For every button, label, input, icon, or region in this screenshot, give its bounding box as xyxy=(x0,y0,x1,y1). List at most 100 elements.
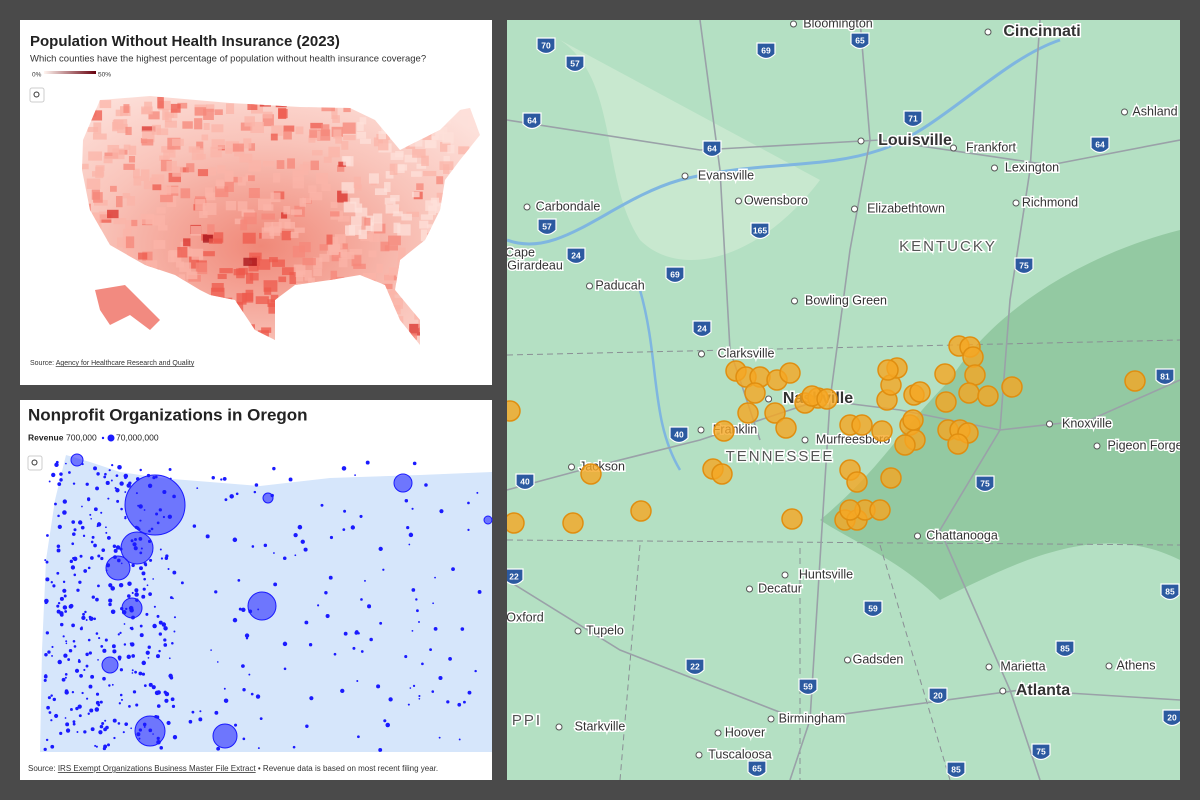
county xyxy=(304,270,312,281)
org-dot xyxy=(70,565,76,570)
org-dot xyxy=(131,654,135,658)
county xyxy=(374,188,388,196)
org-dot xyxy=(139,633,144,638)
org-dot xyxy=(44,601,48,605)
county xyxy=(258,198,272,211)
marker[interactable] xyxy=(935,391,957,413)
marker[interactable] xyxy=(839,499,861,521)
place-label: Girardeau xyxy=(507,258,563,272)
county xyxy=(278,107,287,120)
org-dot xyxy=(113,736,116,740)
county xyxy=(368,173,379,184)
marker[interactable] xyxy=(630,500,652,522)
marker[interactable] xyxy=(894,434,916,456)
interstate-shield xyxy=(756,42,776,60)
marker[interactable] xyxy=(580,463,602,485)
county xyxy=(273,173,281,183)
org-dot xyxy=(61,677,66,682)
org-dot xyxy=(154,475,158,479)
marker[interactable] xyxy=(1124,370,1146,392)
org-dot xyxy=(365,460,370,465)
org-dot xyxy=(167,514,173,519)
org-dot xyxy=(118,702,121,705)
marker[interactable] xyxy=(779,362,801,384)
org-dot xyxy=(446,700,450,704)
marker[interactable] xyxy=(877,359,899,381)
marker[interactable] xyxy=(909,381,931,403)
org-dot xyxy=(83,668,86,672)
org-dot xyxy=(409,687,412,689)
county xyxy=(268,303,278,314)
marker[interactable] xyxy=(869,499,891,521)
marker[interactable] xyxy=(775,417,797,439)
county xyxy=(165,113,172,123)
county xyxy=(237,176,246,186)
county xyxy=(319,253,330,262)
county xyxy=(359,117,367,125)
county xyxy=(353,176,361,189)
org-dot xyxy=(64,673,68,676)
marker[interactable] xyxy=(964,364,986,386)
marker[interactable] xyxy=(902,409,924,431)
county xyxy=(311,150,323,156)
county xyxy=(219,268,233,274)
org-dot xyxy=(62,510,67,515)
org-dot xyxy=(65,642,68,645)
org-dot xyxy=(102,676,106,681)
org-bubble xyxy=(105,555,131,581)
county xyxy=(217,273,227,280)
marker[interactable] xyxy=(816,388,838,410)
source-link[interactable]: IRS Exempt Organizations Business Master… xyxy=(58,764,257,773)
marker[interactable] xyxy=(500,400,521,422)
marker[interactable] xyxy=(947,433,969,455)
county xyxy=(237,201,248,212)
county xyxy=(321,184,331,192)
org-dot xyxy=(120,698,123,701)
county xyxy=(142,130,155,143)
marker[interactable] xyxy=(744,382,766,404)
org-dot xyxy=(135,598,139,602)
source-link[interactable]: Agency for Healthcare Research and Quali… xyxy=(56,360,195,367)
county xyxy=(232,143,244,152)
org-dot xyxy=(90,727,95,732)
marker[interactable] xyxy=(1001,376,1023,398)
marker[interactable] xyxy=(737,402,759,424)
marker[interactable] xyxy=(711,463,733,485)
zoom-button[interactable] xyxy=(27,455,43,471)
place-label: Louisville xyxy=(878,132,952,149)
marker[interactable] xyxy=(880,467,902,489)
marker[interactable] xyxy=(851,414,873,436)
place-label: Huntsville xyxy=(799,567,853,581)
county xyxy=(244,116,255,127)
county xyxy=(390,152,404,160)
marker[interactable] xyxy=(962,346,984,368)
county xyxy=(157,96,164,109)
marker[interactable] xyxy=(562,512,584,534)
marker[interactable] xyxy=(977,385,999,407)
marker[interactable] xyxy=(958,382,980,404)
org-dot xyxy=(126,483,131,488)
marker[interactable] xyxy=(934,363,956,385)
county xyxy=(202,251,215,257)
county xyxy=(210,146,222,158)
place-dot xyxy=(735,197,742,205)
interstate-shield xyxy=(692,320,712,338)
marker[interactable] xyxy=(781,508,803,530)
marker[interactable] xyxy=(871,420,893,442)
org-dot xyxy=(78,658,81,662)
zoom-button[interactable] xyxy=(29,87,45,103)
marker[interactable] xyxy=(504,512,525,534)
county xyxy=(412,191,420,198)
interstate-shield xyxy=(1055,640,1075,658)
org-dot xyxy=(477,590,482,594)
org-dot xyxy=(355,630,359,634)
marker[interactable] xyxy=(713,420,735,442)
place-label: Evansville xyxy=(698,168,754,182)
legend-label: 700,000 xyxy=(66,432,97,442)
county xyxy=(122,228,132,241)
county xyxy=(179,167,189,173)
place-dot xyxy=(801,436,809,444)
county xyxy=(264,222,274,232)
marker[interactable] xyxy=(764,402,786,424)
marker[interactable] xyxy=(846,471,868,493)
